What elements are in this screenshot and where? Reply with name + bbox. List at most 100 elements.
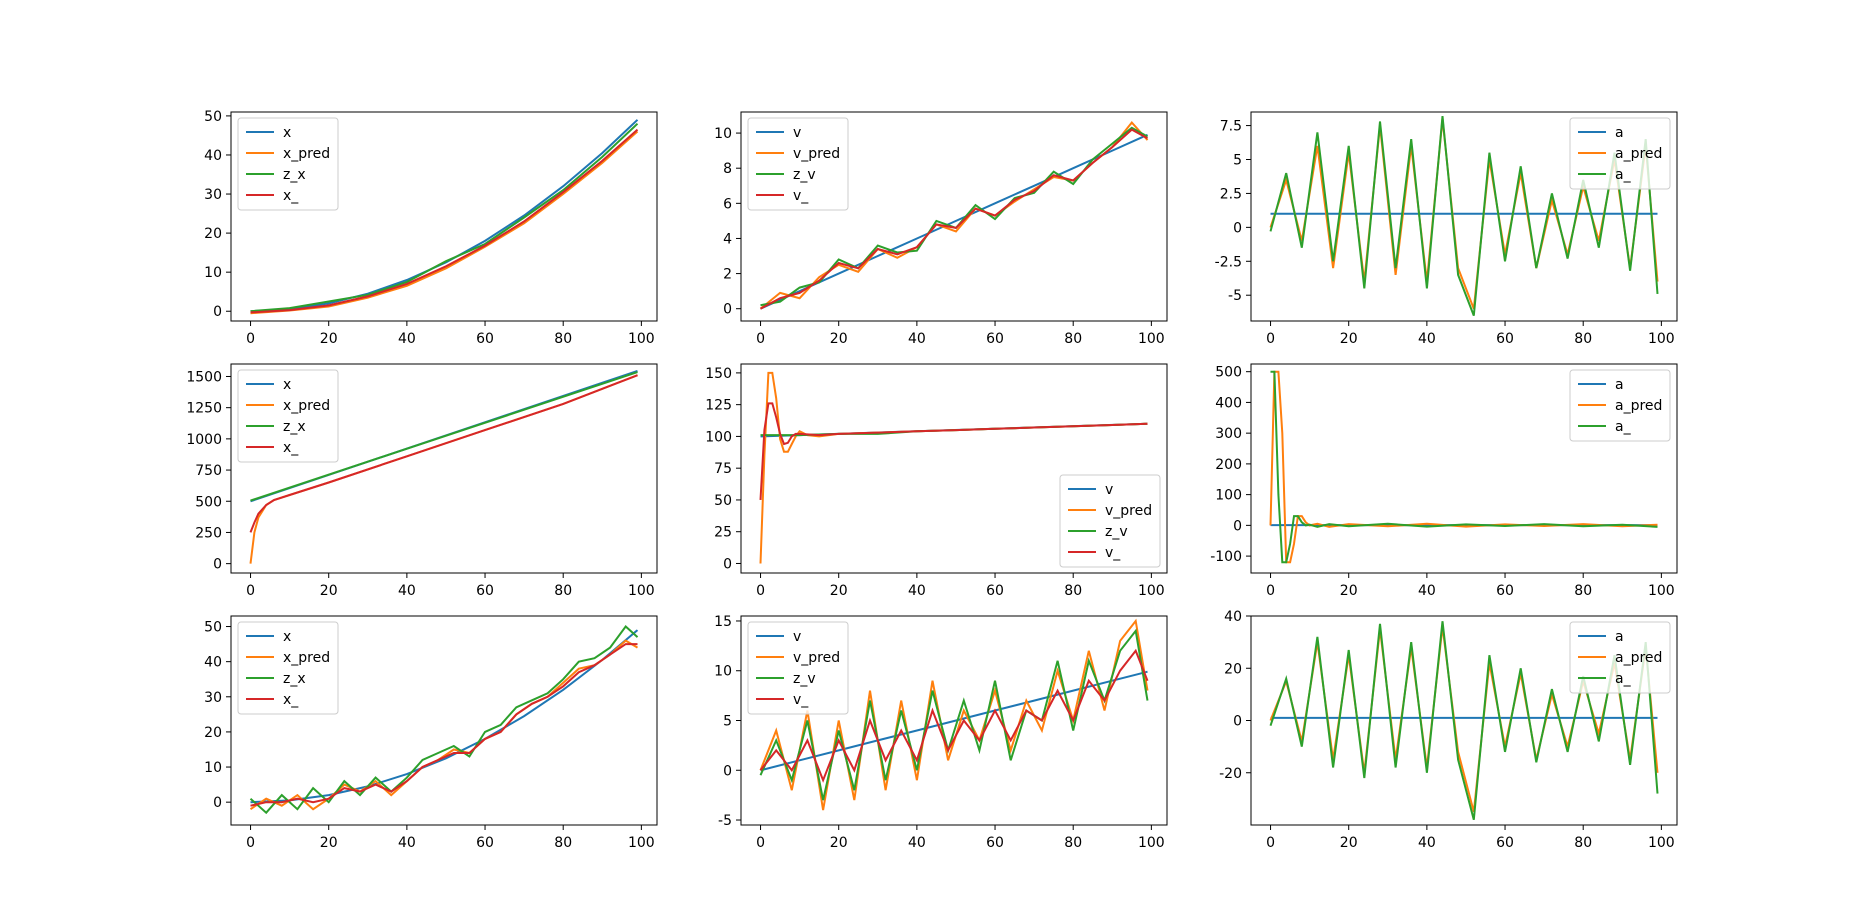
y-tick-label: 40	[204, 148, 222, 164]
y-tick-label: 30	[204, 690, 222, 706]
series-line-a_	[1270, 370, 1658, 564]
y-tick-label: 10	[204, 760, 222, 776]
legend-box	[237, 621, 339, 715]
x-tick-label: 20	[320, 583, 338, 599]
x-tick-label: 80	[1574, 835, 1592, 851]
legend-box	[747, 621, 849, 715]
subplot-2: 0 20 40 60 80 100 0 2 4 6 8 10 v v_pred z_v v_	[714, 111, 1168, 347]
y-tick-label: 0	[723, 763, 732, 779]
y-tick-label: 0	[1233, 220, 1242, 236]
x-tick-label: 0	[756, 331, 765, 347]
plot-frame	[1250, 363, 1678, 574]
legend-label: v_	[793, 692, 809, 708]
x-tick-label: 0	[246, 835, 255, 851]
legend-label: z_x	[283, 167, 306, 183]
x-tick-label: 0	[756, 835, 765, 851]
plot-frame	[230, 363, 658, 574]
x-tick-label: 60	[1496, 331, 1514, 347]
x-tick-label: 20	[1340, 583, 1358, 599]
legend-label: x_pred	[283, 650, 330, 666]
plot-frame	[1250, 111, 1678, 322]
legend: v v_pred z_v v_	[1059, 474, 1161, 568]
y-tick-label: 10	[714, 126, 732, 142]
y-tick-label: 300	[1215, 426, 1242, 442]
series-line-z_x	[249, 625, 639, 815]
legend-label: a_pred	[1615, 146, 1662, 162]
x-tick-label: 100	[1138, 583, 1165, 599]
x-tick-label: 40	[1418, 583, 1436, 599]
legend-label: z_v	[793, 671, 816, 687]
x-tick-label: 0	[756, 583, 765, 599]
y-tick-label: 500	[195, 494, 222, 510]
series-line-v_	[759, 648, 1149, 783]
legend-label: v	[1105, 482, 1113, 498]
legend-label: a_pred	[1615, 398, 1662, 414]
x-tick-label: 40	[398, 835, 416, 851]
plot-frame	[740, 111, 1168, 322]
y-tick-label: 10	[204, 265, 222, 281]
y-tick-label: 0	[1233, 714, 1242, 730]
legend: a a_pred a_	[1569, 117, 1671, 190]
legend-label: v_	[1105, 545, 1121, 561]
legend-label: v_pred	[1105, 503, 1152, 519]
y-tick-label: 15	[714, 614, 732, 630]
y-tick-label: 0	[723, 556, 732, 572]
x-tick-label: 40	[908, 583, 926, 599]
y-tick-label: 10	[714, 664, 732, 680]
x-tick-label: 80	[1574, 583, 1592, 599]
series-line-z_x	[250, 122, 639, 313]
x-tick-label: 80	[1064, 583, 1082, 599]
x-tick-label: 60	[986, 835, 1004, 851]
subplot-5: 0 20 40 60 80 100 0 25 50 75 100 125 150 v v_pred z_v v_	[705, 363, 1168, 599]
legend-label: v_	[793, 188, 809, 204]
series-line-a_	[1269, 116, 1659, 316]
x-tick-label: 100	[1648, 835, 1675, 851]
x-tick-label: 100	[628, 331, 655, 347]
series-line-a_	[1269, 621, 1659, 821]
legend-label: a_	[1615, 167, 1632, 183]
plot-frame	[230, 615, 658, 826]
legend: v v_pred z_v v_	[747, 117, 849, 211]
legend-box	[1569, 369, 1671, 442]
subplot-9: 0 20 40 60 80 100 -20 0 20 40 a a_pred a_	[1219, 609, 1678, 851]
y-tick-label: 1000	[186, 432, 222, 448]
legend: a a_pred a_	[1569, 621, 1671, 694]
x-tick-label: 80	[554, 331, 572, 347]
subplot-8: 0 20 40 60 80 100 -5 0 5 10 15 v v_pred z_v v_	[714, 614, 1168, 851]
legend-label: v	[793, 629, 801, 645]
legend-box	[237, 369, 339, 463]
x-tick-label: 40	[1418, 835, 1436, 851]
legend-label: v_pred	[793, 146, 840, 162]
y-tick-label: 50	[204, 620, 222, 636]
x-tick-label: 40	[1418, 331, 1436, 347]
x-tick-label: 100	[1648, 583, 1675, 599]
legend-label: a	[1615, 377, 1624, 393]
x-tick-label: 0	[246, 331, 255, 347]
x-tick-label: 60	[1496, 583, 1514, 599]
y-tick-label: 7.5	[1220, 119, 1242, 135]
x-tick-label: 60	[986, 331, 1004, 347]
series-line-x_	[249, 374, 638, 533]
x-tick-label: 20	[1340, 331, 1358, 347]
y-tick-label: 0	[213, 795, 222, 811]
legend-label: x_pred	[283, 398, 330, 414]
legend-label: x_	[283, 692, 299, 708]
y-tick-label: 1250	[186, 401, 222, 417]
y-tick-label: 400	[1215, 395, 1242, 411]
series-line-z_x	[250, 371, 638, 502]
x-tick-label: 40	[908, 835, 926, 851]
legend: a a_pred a_	[1569, 369, 1671, 442]
legend-label: a	[1615, 125, 1624, 141]
x-tick-label: 40	[398, 331, 416, 347]
series-line-x_	[250, 128, 639, 314]
series-line-v_	[759, 402, 1148, 500]
y-tick-label: -2.5	[1215, 254, 1242, 270]
series-line-v_	[760, 128, 1148, 310]
y-tick-label: 75	[714, 461, 732, 477]
series-line-x	[250, 119, 639, 313]
x-tick-label: 20	[320, 835, 338, 851]
legend-label: x	[283, 125, 291, 141]
legend-label: x	[283, 629, 291, 645]
x-tick-label: 60	[476, 331, 494, 347]
